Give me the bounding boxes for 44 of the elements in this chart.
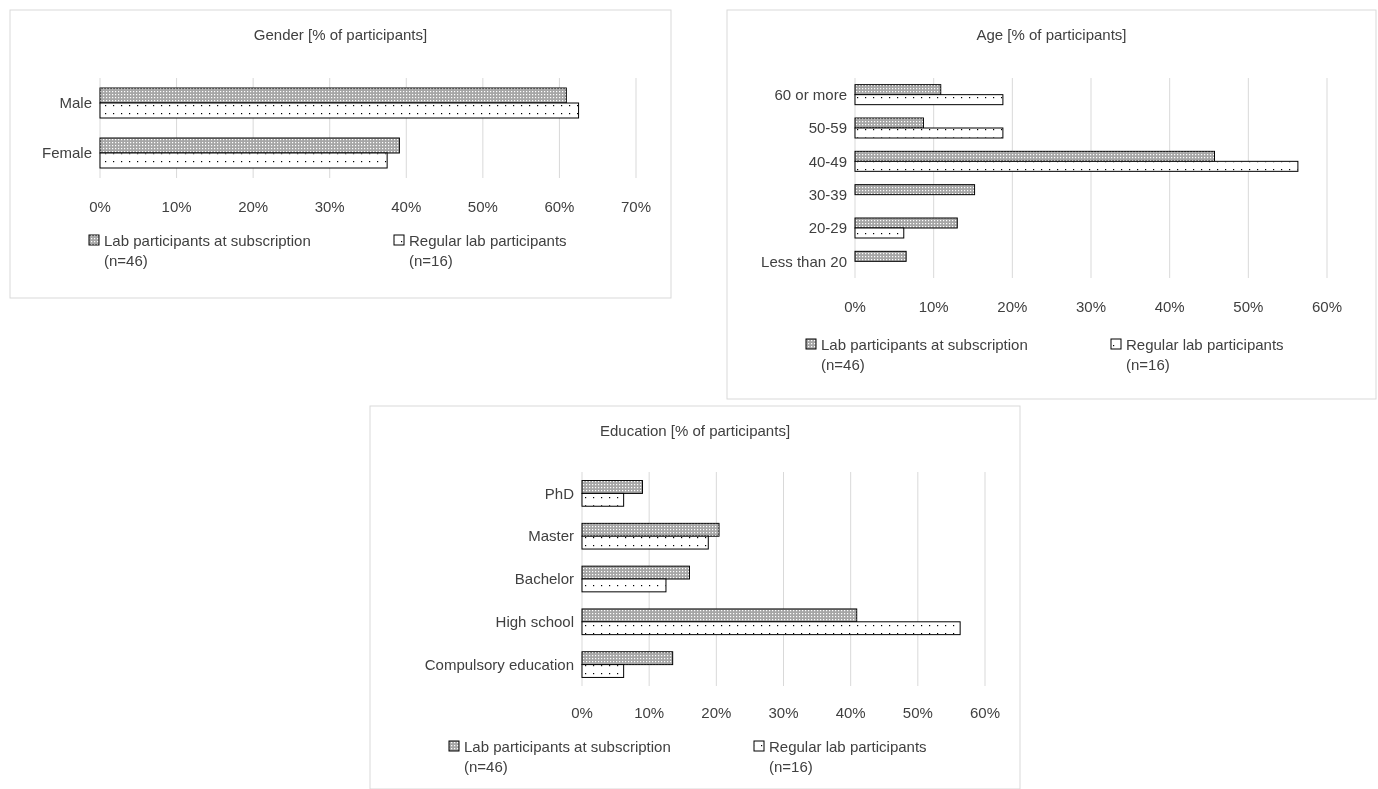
y-tick-label: High school — [495, 613, 574, 631]
x-tick-label: 60% — [969, 704, 1001, 721]
y-tick-label: PhD — [544, 484, 575, 502]
x-tick-label: 30% — [314, 198, 345, 215]
y-tick-label: Female — [41, 144, 92, 162]
x-tick-label: 50% — [467, 198, 498, 215]
x-tick-label: 30% — [1075, 298, 1107, 315]
x-tick-label: 20% — [997, 298, 1028, 315]
x-tick-label: 10% — [161, 198, 192, 215]
x-tick-label: 20% — [701, 704, 732, 721]
y-tick-label: 60 or more — [774, 85, 847, 103]
x-tick-label: 40% — [391, 198, 422, 215]
x-tick-label: 30% — [768, 704, 799, 721]
legend-label: Regular lab participants (n=16) — [1126, 336, 1284, 373]
y-tick-label: 20-29 — [808, 219, 847, 237]
legend-label: Lab participants at subscription (n=46) — [464, 738, 671, 775]
x-tick-label: 0% — [844, 298, 866, 315]
y-tick-label: Less than 20 — [761, 252, 847, 270]
y-tick-label: Master — [528, 527, 574, 545]
chart-title: Age [% of participants] — [976, 26, 1127, 43]
x-tick-label: 60% — [544, 198, 575, 215]
x-tick-label: 40% — [1154, 298, 1185, 315]
x-tick-label: 50% — [902, 704, 933, 721]
x-tick-label: 70% — [620, 198, 652, 215]
legend-label: Lab participants at subscription (n=46) — [821, 336, 1028, 373]
x-tick-label: 60% — [1311, 298, 1343, 315]
x-tick-label: 40% — [835, 704, 866, 721]
legend-label: Regular lab participants (n=16) — [769, 738, 927, 775]
y-tick-label: 50-59 — [808, 119, 847, 137]
y-tick-label: 30-39 — [808, 185, 847, 203]
y-tick-label: Bachelor — [514, 570, 574, 588]
x-tick-label: 10% — [634, 704, 665, 721]
chart-title: Gender [% of participants] — [253, 26, 428, 43]
x-tick-label: 0% — [571, 704, 593, 721]
x-tick-label: 50% — [1233, 298, 1264, 315]
y-tick-label: Male — [59, 94, 92, 112]
x-tick-label: 10% — [918, 298, 949, 315]
chart-title: Education [% of participants] — [599, 422, 791, 439]
y-tick-label: Compulsory education — [424, 655, 574, 673]
y-tick-label: 40-49 — [808, 152, 847, 170]
legend-label: Regular lab participants (n=16) — [409, 232, 567, 269]
x-tick-label: 0% — [89, 198, 111, 215]
x-tick-label: 20% — [238, 198, 269, 215]
legend-label: Lab participants at subscription (n=46) — [104, 232, 311, 269]
